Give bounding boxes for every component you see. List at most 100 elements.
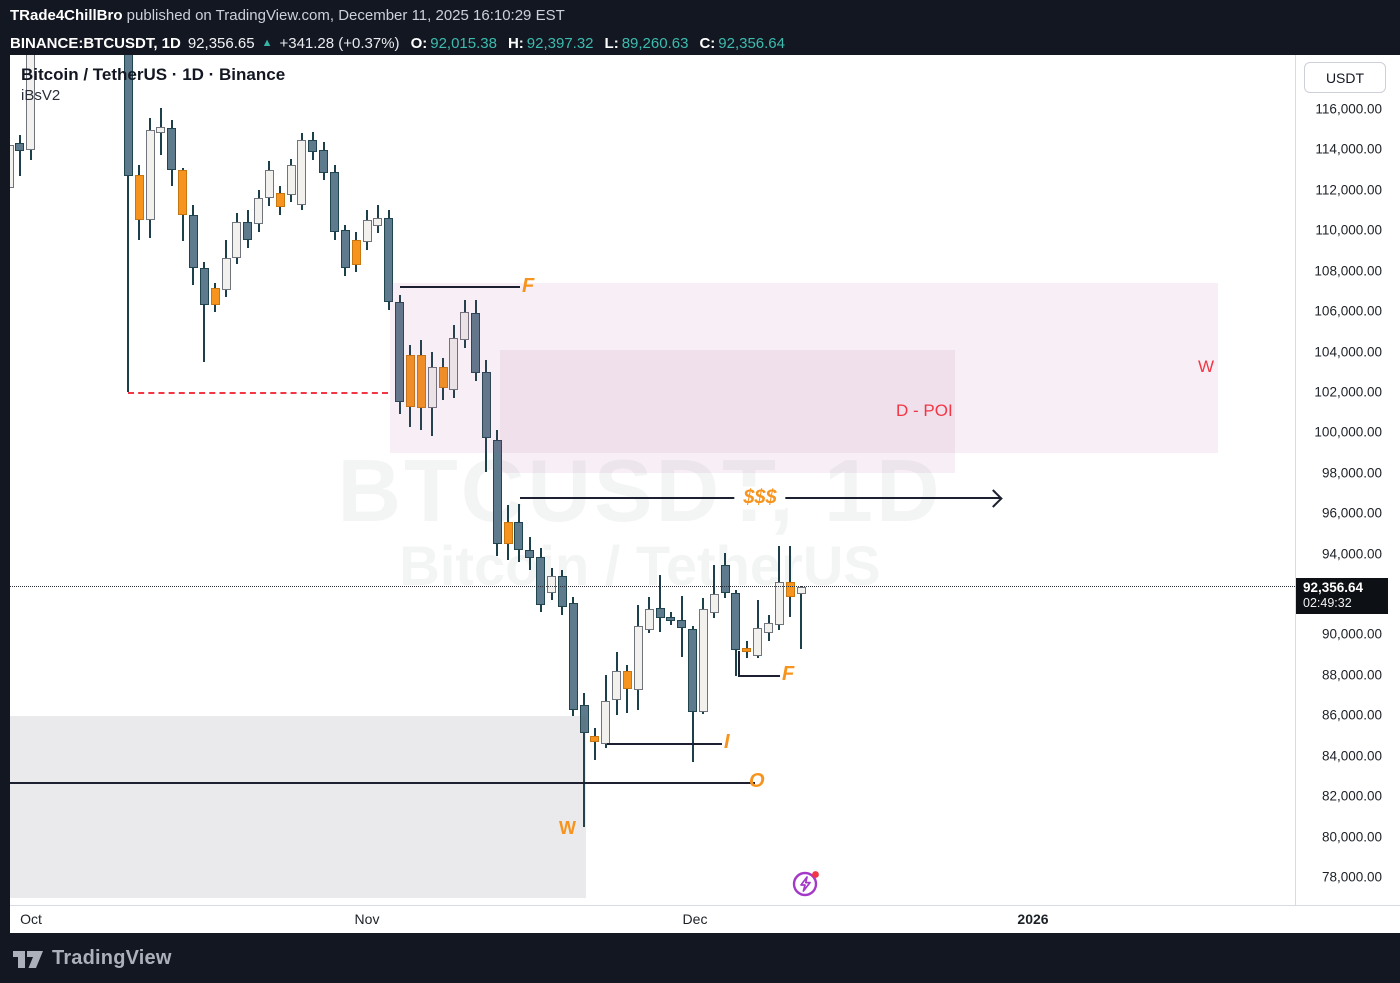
- o-level-line[interactable]: [10, 782, 755, 784]
- f-right-line[interactable]: [738, 675, 780, 677]
- candle-wick: [713, 564, 716, 619]
- price-tick-label: 88,000.00: [1321, 667, 1382, 683]
- arrow-right-icon: [984, 489, 1003, 508]
- candle-body: [156, 127, 166, 134]
- candle-body: [644, 609, 654, 631]
- candle-body: [199, 267, 209, 306]
- daily-poi-zone[interactable]: [500, 350, 955, 473]
- candle-body: [720, 564, 730, 594]
- price-axis[interactable]: 116,000.00 114,000.00 112,000.00 110,000.00…: [1295, 55, 1400, 905]
- price-tick-label: 78,000.00: [1321, 869, 1382, 885]
- candle-wick: [127, 55, 130, 392]
- candle-body: [308, 140, 318, 153]
- last-price-axis-label: 92,356.64 02:49:32: [1296, 578, 1388, 614]
- watermark-name: Bitcoin / TetherUS: [399, 534, 881, 597]
- candle-body: [15, 143, 25, 152]
- price-change: +341.28 (+0.37%): [279, 34, 400, 52]
- currency-toggle-button[interactable]: USDT: [1304, 62, 1386, 93]
- candle-body: [666, 617, 676, 622]
- price-tick-label: 96,000.00: [1321, 505, 1382, 521]
- chart-pane[interactable]: BTCUSDT, 1D Bitcoin / TetherUS F $$$ I O…: [10, 55, 1295, 905]
- symbol-name: BINANCE:BTCUSDT, 1D: [10, 34, 181, 52]
- candle-body: [188, 215, 198, 268]
- candle-wick: [593, 728, 596, 760]
- candle-body: [612, 670, 622, 701]
- candle-body: [633, 626, 643, 691]
- f-right-vline[interactable]: [738, 651, 740, 677]
- price-tick-label: 90,000.00: [1321, 626, 1382, 642]
- candle-body: [438, 366, 448, 388]
- candle-body: [688, 629, 698, 713]
- candle-body: [10, 145, 14, 188]
- w-bottom-label[interactable]: W: [559, 818, 576, 838]
- f-top-line[interactable]: [400, 286, 520, 288]
- chart-legend-title[interactable]: Bitcoin / TetherUS · 1D · Binance: [21, 65, 286, 84]
- candle-body: [481, 371, 491, 439]
- candle-body: [330, 171, 339, 233]
- f-right-label[interactable]: F: [782, 663, 795, 685]
- candle-body: [525, 549, 535, 558]
- price-tick-label: 106,000.00: [1314, 303, 1382, 319]
- candle-body: [134, 174, 144, 221]
- price-tick-label: 98,000.00: [1321, 465, 1382, 481]
- current-price-line: [10, 586, 1295, 587]
- weekly-support-zone[interactable]: [10, 716, 586, 898]
- candle-body: [557, 575, 567, 608]
- publication-bar: TRade4ChillBro published on TradingView.…: [0, 0, 1400, 31]
- candle-wick: [583, 693, 586, 828]
- candle-body: [145, 130, 155, 221]
- o-level-label[interactable]: O: [749, 770, 765, 792]
- weekly-poi-zone[interactable]: [390, 283, 1218, 453]
- footer-bar: TradingView: [0, 933, 1400, 983]
- candle-body: [536, 556, 546, 606]
- candle-body: [123, 55, 133, 176]
- candle-body: [622, 670, 632, 690]
- d-poi-label[interactable]: D - POI: [896, 401, 953, 420]
- price-tick-label: 82,000.00: [1321, 788, 1382, 804]
- candle-body: [579, 705, 589, 734]
- flash-publish-icon[interactable]: [791, 869, 821, 899]
- price-tick-label: 104,000.00: [1314, 344, 1382, 360]
- f-top-label[interactable]: F: [522, 275, 535, 297]
- candle-body: [547, 575, 556, 594]
- candle-body: [319, 150, 329, 173]
- high-label: H:: [507, 34, 524, 52]
- tradingview-logo-icon[interactable]: [12, 943, 44, 973]
- candle-wick: [659, 574, 661, 633]
- candle-body: [503, 522, 513, 544]
- candle-body: [232, 222, 242, 258]
- i-level-line[interactable]: [607, 743, 722, 745]
- candle-body: [601, 701, 611, 744]
- indicator-name[interactable]: iBsV2: [21, 87, 61, 104]
- tradingview-brand-text[interactable]: TradingView: [52, 946, 172, 969]
- candle-body: [178, 169, 188, 216]
- candle-body: [395, 302, 405, 403]
- candle-body: [590, 735, 600, 742]
- candle-body: [254, 197, 264, 225]
- candle-body: [167, 128, 177, 170]
- low-label: L:: [604, 34, 619, 52]
- candle-body: [514, 522, 524, 550]
- candle-body: [384, 218, 394, 302]
- candle-body: [286, 164, 296, 195]
- time-tick-label: 2026: [1017, 911, 1049, 927]
- candle-body: [796, 586, 806, 594]
- red-dashed-level[interactable]: [128, 392, 388, 394]
- w-right-label[interactable]: W: [1198, 357, 1215, 376]
- candle-body: [677, 620, 687, 629]
- price-tick-label: 112,000.00: [1315, 182, 1382, 198]
- money-target-label[interactable]: $$$: [734, 486, 786, 510]
- candle-body: [460, 312, 470, 341]
- publication-info: published on TradingView.com, December 1…: [122, 7, 565, 24]
- price-tick-label: 80,000.00: [1321, 829, 1382, 845]
- time-axis[interactable]: Oct Nov Dec 2026: [10, 905, 1400, 933]
- price-tick-label: 102,000.00: [1314, 384, 1382, 400]
- candle-body: [764, 623, 773, 634]
- price-tick-label: 116,000.00: [1315, 101, 1382, 117]
- candle-body: [243, 222, 253, 241]
- candle-body: [742, 647, 752, 652]
- i-level-label[interactable]: I: [724, 731, 730, 753]
- candle-body: [655, 608, 665, 619]
- candle-body: [785, 581, 795, 598]
- candle-body: [210, 287, 220, 306]
